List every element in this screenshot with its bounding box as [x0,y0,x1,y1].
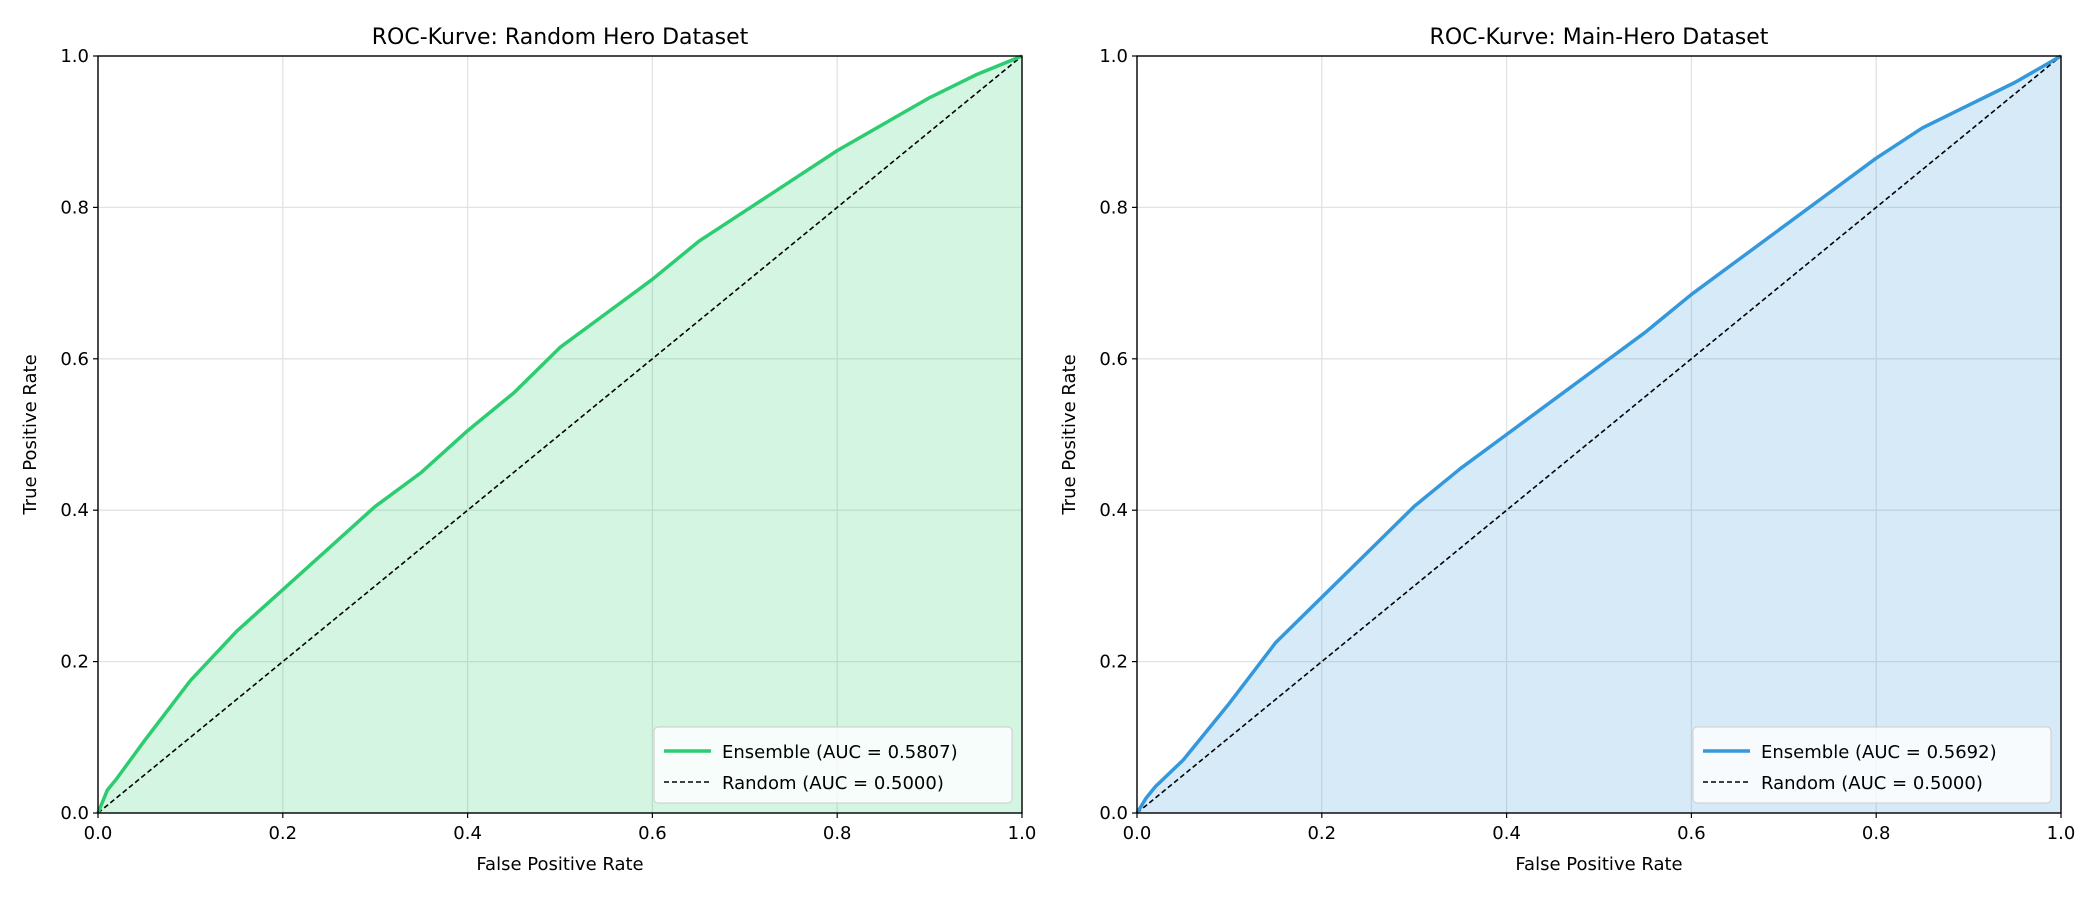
legend: Ensemble (AUC = 0.5692) Random (AUC = 0.5… [1692,726,2052,804]
random-diagonal-line [97,55,1023,814]
x-tick-label: 0.2 [1307,823,1336,844]
roc-panel-1: 0.0 0.2 0.4 0.6 0.8 1.0 0.0 0.2 0.4 0.6 0.8 1.0 ROC-… [1059,25,2075,875]
y-tick-label: 0.4 [1099,500,1128,521]
chart-title: ROC-Kurve: Random Hero Dataset [372,25,749,50]
y-tick-label: 1.0 [1099,46,1128,67]
y-tick-label: 0.0 [1099,803,1128,824]
x-tick-label: 0.0 [84,823,113,844]
y-axis-label: True Positive Rate [20,354,41,515]
ensemble-roc-line [96,54,1023,814]
legend-label-random: Random (AUC = 0.5000) [1761,773,1983,794]
axes-frame [1136,55,2062,814]
x-tick-label: 0.2 [268,823,297,844]
y-tick-label: 1.0 [60,46,89,67]
y-tick-label: 0.2 [1099,652,1128,673]
x-axis-label: False Positive Rate [476,854,643,875]
x-tick-label: 0.0 [1123,823,1152,844]
y-tick-label: 0.6 [60,349,89,370]
legend-label-ensemble: Ensemble (AUC = 0.5807) [722,742,958,763]
y-tick-label: 0.8 [1099,197,1128,218]
legend-label-random: Random (AUC = 0.5000) [722,773,944,794]
y-tick-label: 0.4 [60,500,89,521]
x-tick-label: 0.4 [1492,823,1521,844]
x-axis-label: False Positive Rate [1515,854,1682,875]
x-tick-label: 1.0 [2047,823,2076,844]
x-tick-label: 0.6 [638,823,667,844]
y-tick-label: 0.8 [60,197,89,218]
y-tick-label: 0.2 [60,652,89,673]
y-tick-label: 0.6 [1099,349,1128,370]
legend: Ensemble (AUC = 0.5807) Random (AUC = 0.5… [653,726,1013,804]
legend-box [653,726,1013,804]
y-tick-label: 0.0 [60,803,89,824]
x-tick-label: 0.8 [823,823,852,844]
y-axis-label: True Positive Rate [1059,354,1080,515]
legend-box [1692,726,2052,804]
x-tick-label: 0.8 [1862,823,1891,844]
x-tick-label: 0.6 [1677,823,1706,844]
roc-panel-0: 0.0 0.2 0.4 0.6 0.8 1.0 0.0 0.2 0.4 0.6 0.8 1.0 ROC-… [20,25,1036,875]
legend-label-ensemble: Ensemble (AUC = 0.5692) [1761,742,1997,763]
axes-frame [97,55,1023,814]
random-diagonal-line [1136,55,2062,814]
chart-title: ROC-Kurve: Main-Hero Dataset [1430,25,1769,50]
x-tick-label: 0.4 [453,823,482,844]
ensemble-roc-line [1135,54,2062,814]
x-tick-label: 1.0 [1008,823,1037,844]
